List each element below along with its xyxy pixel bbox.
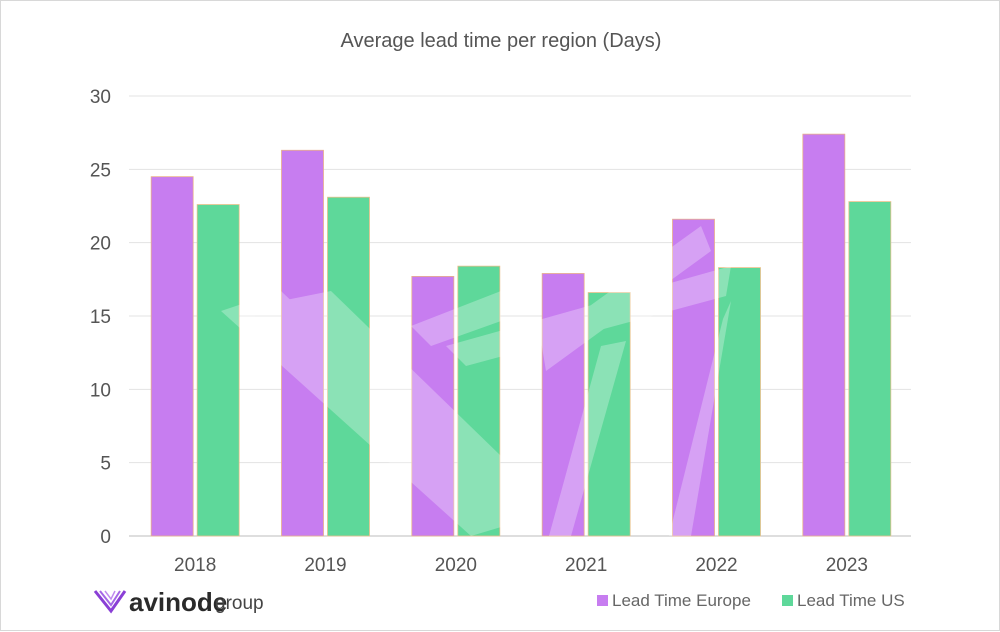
avinode-logo: avinode group [93,587,264,617]
logo-name: avinode [129,587,227,617]
x-tick-label: 2018 [174,555,216,576]
legend-swatch-us [782,595,793,606]
watermark-stripe [669,301,731,536]
watermark-stripe [541,226,711,371]
x-axis-ticks: 2018 2019 2020 2021 2022 2023 [174,555,868,576]
bars [150,133,892,537]
watermark-pattern [221,226,731,536]
bar-europe-2019 [281,149,324,537]
x-tick-label: 2020 [435,555,477,576]
legend-label-europe: Lead Time Europe [612,591,751,610]
x-tick-label: 2022 [695,555,737,576]
x-tick-label: 2019 [304,555,346,576]
bar-us-2022 [718,267,761,537]
watermark-stripe [281,291,501,511]
watermark-stripe [549,341,626,536]
chart-title: Average lead time per region (Days) [341,30,662,52]
y-tick-label: 0 [100,527,111,548]
y-tick-label: 20 [90,234,111,255]
bar-us-2021 [587,292,631,537]
bar-europe-2021 [541,273,585,537]
gridlines [129,95,911,537]
y-tick-label: 5 [100,454,111,475]
bar-us-2019 [327,196,370,537]
x-tick-label: 2023 [826,555,868,576]
legend: Lead Time Europe Lead Time US [597,591,905,610]
legend-label-us: Lead Time US [797,591,905,610]
logo-suffix: group [215,593,264,614]
bar-europe-2018 [150,176,194,537]
y-axis-ticks: 0 5 10 15 20 25 30 [90,87,111,548]
watermark-stripe [446,266,731,366]
legend-swatch-europe [597,595,608,606]
bar-europe-2023 [802,133,846,537]
y-tick-label: 30 [90,87,111,108]
y-tick-label: 10 [90,380,111,401]
x-tick-label: 2021 [565,555,607,576]
bar-us-2018 [196,204,240,537]
watermark-stripe [221,291,521,536]
avinode-chevron-icon [93,590,127,614]
bar-us-2023 [848,201,892,537]
bar-europe-2022 [672,218,715,537]
y-tick-label: 15 [90,307,111,328]
y-tick-label: 25 [90,160,111,181]
bar-us-2020 [457,265,501,537]
bar-europe-2020 [411,275,455,537]
watermark-stripe [411,291,501,346]
